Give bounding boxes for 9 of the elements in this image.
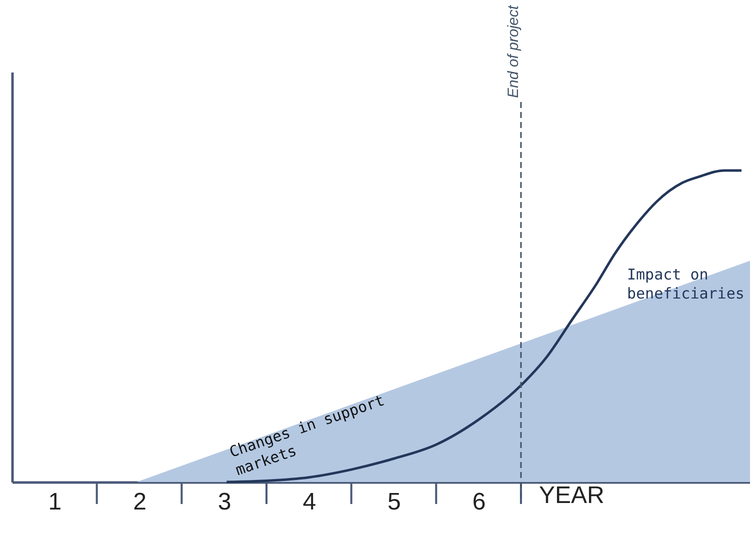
series-label: Impact on beneficiaries (627, 266, 744, 303)
x-tick-label: 3 (218, 488, 232, 516)
ref-line-label: End of project (504, 4, 522, 98)
x-tick-label: 4 (302, 488, 316, 516)
x-tick-label: 5 (388, 488, 401, 516)
x-tick-label: 6 (472, 488, 486, 516)
x-axis-title: YEAR (538, 482, 604, 509)
x-tick-label: 2 (133, 488, 146, 516)
x-tick-label: 1 (48, 488, 62, 516)
